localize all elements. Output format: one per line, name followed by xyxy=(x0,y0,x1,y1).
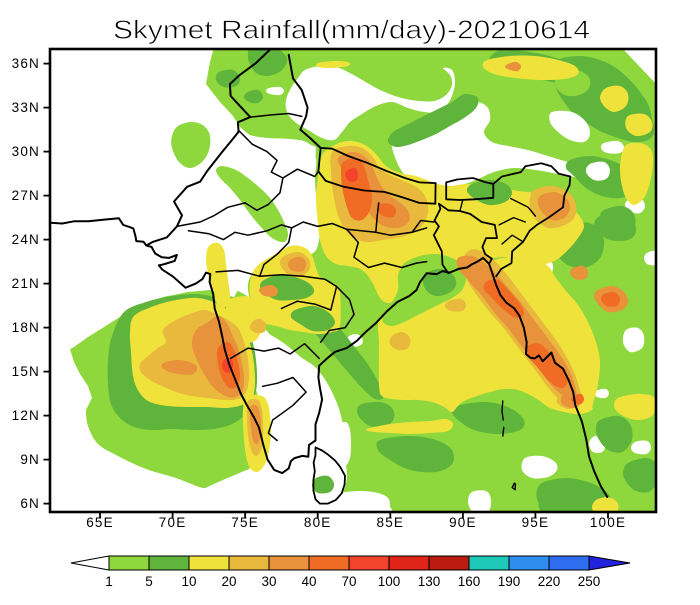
svg-text:250: 250 xyxy=(578,574,601,589)
svg-text:40: 40 xyxy=(301,574,316,589)
svg-text:95E: 95E xyxy=(522,515,550,530)
svg-text:18N: 18N xyxy=(12,320,40,335)
svg-text:30: 30 xyxy=(261,574,276,589)
svg-text:100E: 100E xyxy=(590,515,626,530)
svg-text:80E: 80E xyxy=(304,515,332,530)
svg-text:24N: 24N xyxy=(12,232,40,247)
svg-text:70E: 70E xyxy=(159,515,187,530)
svg-text:70: 70 xyxy=(341,574,356,589)
svg-text:9N: 9N xyxy=(20,452,40,467)
svg-text:10: 10 xyxy=(181,574,196,589)
svg-text:21N: 21N xyxy=(12,276,40,291)
svg-text:90E: 90E xyxy=(449,515,477,530)
svg-text:85E: 85E xyxy=(376,515,404,530)
svg-text:20: 20 xyxy=(221,574,236,589)
svg-text:1: 1 xyxy=(105,574,113,589)
svg-text:130: 130 xyxy=(418,574,441,589)
svg-text:15N: 15N xyxy=(12,364,40,379)
svg-text:160: 160 xyxy=(458,574,481,589)
svg-text:33N: 33N xyxy=(12,100,40,115)
svg-text:5: 5 xyxy=(145,574,153,589)
svg-text:36N: 36N xyxy=(12,56,40,71)
svg-text:100: 100 xyxy=(378,574,401,589)
svg-text:6N: 6N xyxy=(20,496,40,511)
svg-text:220: 220 xyxy=(538,574,561,589)
svg-text:75E: 75E xyxy=(231,515,259,530)
svg-text:30N: 30N xyxy=(12,144,40,159)
svg-text:Skymet Rainfall(mm/day)-202106: Skymet Rainfall(mm/day)-20210614 xyxy=(113,15,590,45)
svg-text:190: 190 xyxy=(498,574,521,589)
svg-text:27N: 27N xyxy=(12,188,40,203)
svg-text:12N: 12N xyxy=(12,408,40,423)
svg-text:65E: 65E xyxy=(86,515,114,530)
